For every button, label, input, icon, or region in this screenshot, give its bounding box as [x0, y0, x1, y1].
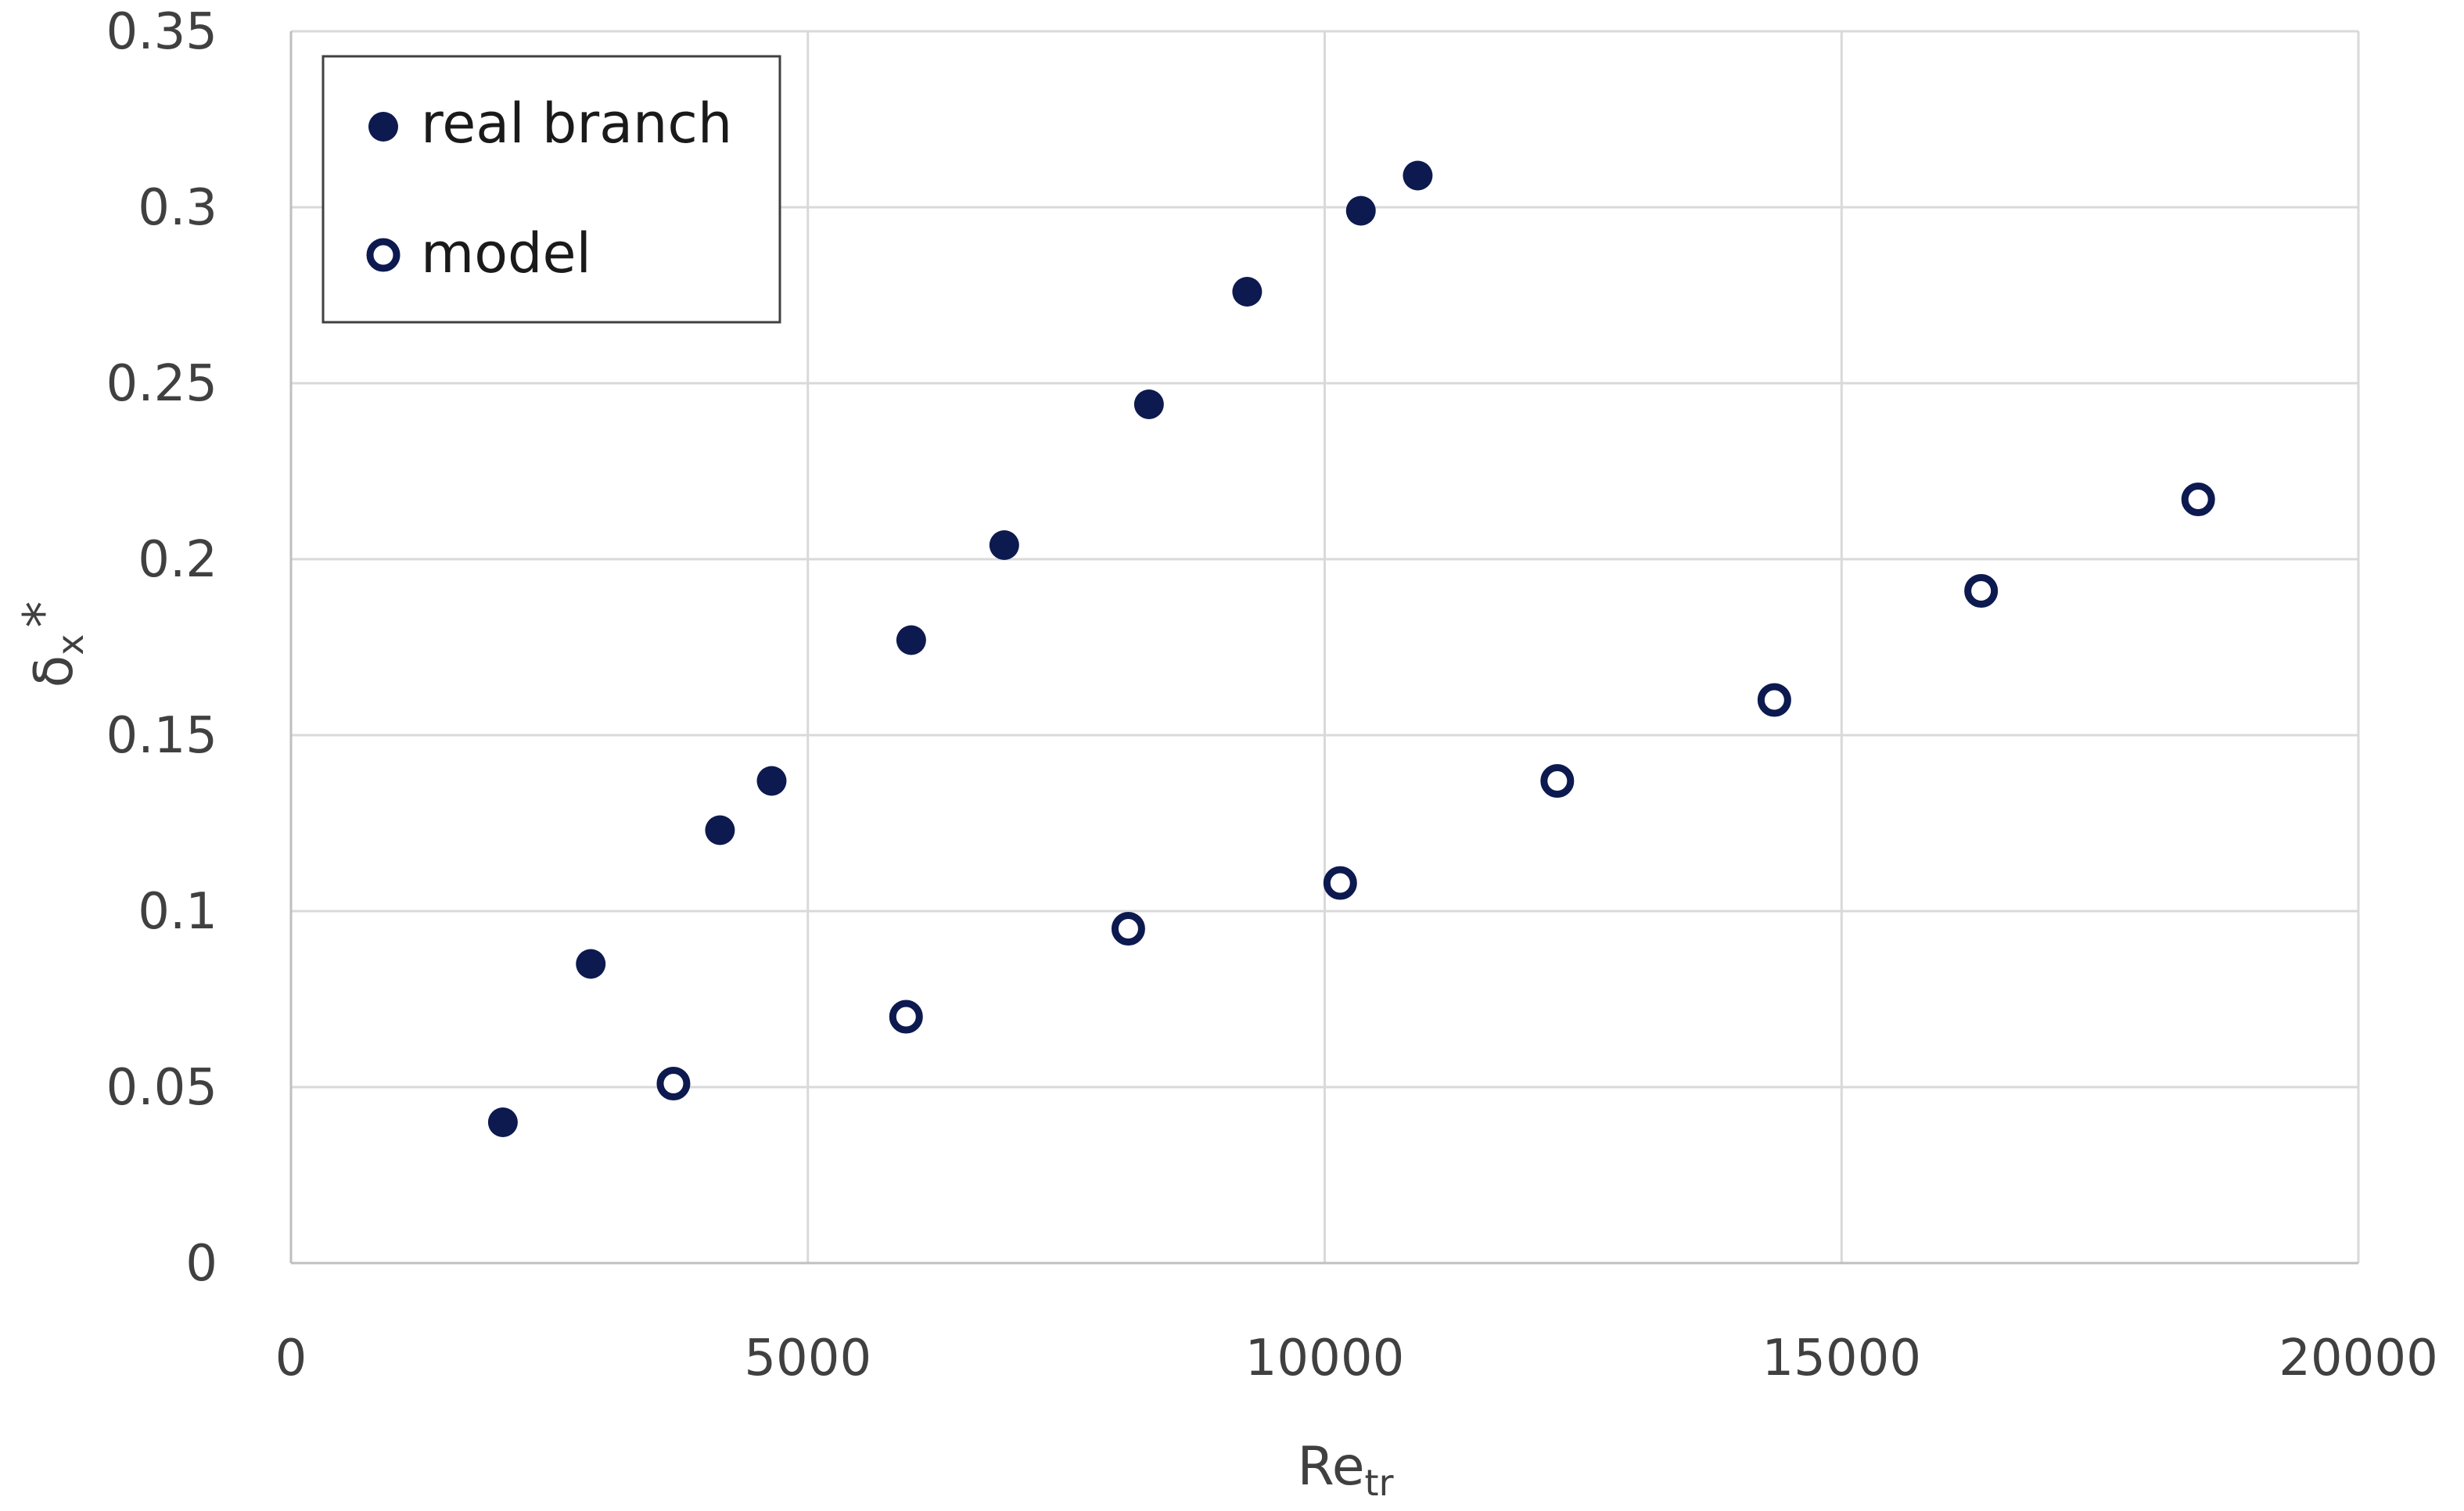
legend-label-model: model: [421, 221, 591, 285]
point-real-branch: [756, 766, 787, 796]
legend-box: [321, 55, 781, 324]
axes: [289, 31, 2358, 1265]
legend-label-real-branch: real branch: [421, 92, 732, 156]
point-model: [1111, 912, 1145, 946]
y-tick-label: 0.35: [106, 3, 218, 61]
legend: real branch model: [321, 55, 781, 324]
x-tick-label: 0: [275, 1330, 307, 1387]
y-axis-title: δx *: [13, 601, 92, 688]
y-axis-title-main: δ: [23, 655, 85, 688]
point-model: [889, 1000, 923, 1034]
x-tick-label: 10000: [1245, 1330, 1405, 1387]
y-tick-label: 0.15: [106, 707, 218, 765]
point-model: [2181, 483, 2215, 516]
x-axis-title: Retr: [1298, 1436, 1394, 1504]
point-real-branch: [1403, 160, 1433, 191]
legend-marker-model: [366, 238, 400, 272]
y-tick-label: 0.1: [138, 883, 217, 941]
point-real-branch: [705, 815, 735, 845]
x-tick-label: 5000: [744, 1330, 871, 1387]
y-axis-title-sup: *: [13, 601, 74, 628]
x-tick-label: 15000: [1762, 1330, 1921, 1387]
y-tick-label: 0.25: [106, 355, 218, 413]
data-points: [487, 160, 2215, 1137]
point-real-branch: [576, 949, 606, 979]
legend-marker-real-branch: [368, 112, 398, 142]
x-axis-title-main: Re: [1298, 1436, 1365, 1498]
point-model: [1757, 683, 1791, 717]
point-model: [1964, 574, 1999, 608]
point-model: [1540, 764, 1575, 798]
x-tick-labels: 0 5000 10000 15000 20000: [275, 1330, 2438, 1387]
point-real-branch: [989, 530, 1019, 560]
point-real-branch: [1232, 277, 1263, 307]
point-real-branch: [1133, 389, 1164, 419]
point-real-branch: [1345, 196, 1376, 226]
point-model: [1323, 866, 1357, 900]
y-tick-label: 0.2: [138, 531, 217, 589]
y-tick-labels: 0 0.05 0.1 0.15 0.2 0.25 0.3 0.35: [106, 3, 218, 1293]
y-tick-label: 0.3: [138, 179, 217, 237]
y-tick-label: 0.05: [106, 1059, 218, 1117]
x-axis-title-sub: tr: [1365, 1462, 1394, 1504]
point-real-branch: [487, 1107, 518, 1137]
y-tick-label: 0: [185, 1235, 217, 1293]
y-axis-title-sub: x: [49, 634, 92, 655]
gridlines: [291, 30, 2360, 1263]
x-tick-label: 20000: [2279, 1330, 2438, 1387]
point-real-branch: [896, 625, 926, 655]
point-model: [656, 1067, 691, 1100]
